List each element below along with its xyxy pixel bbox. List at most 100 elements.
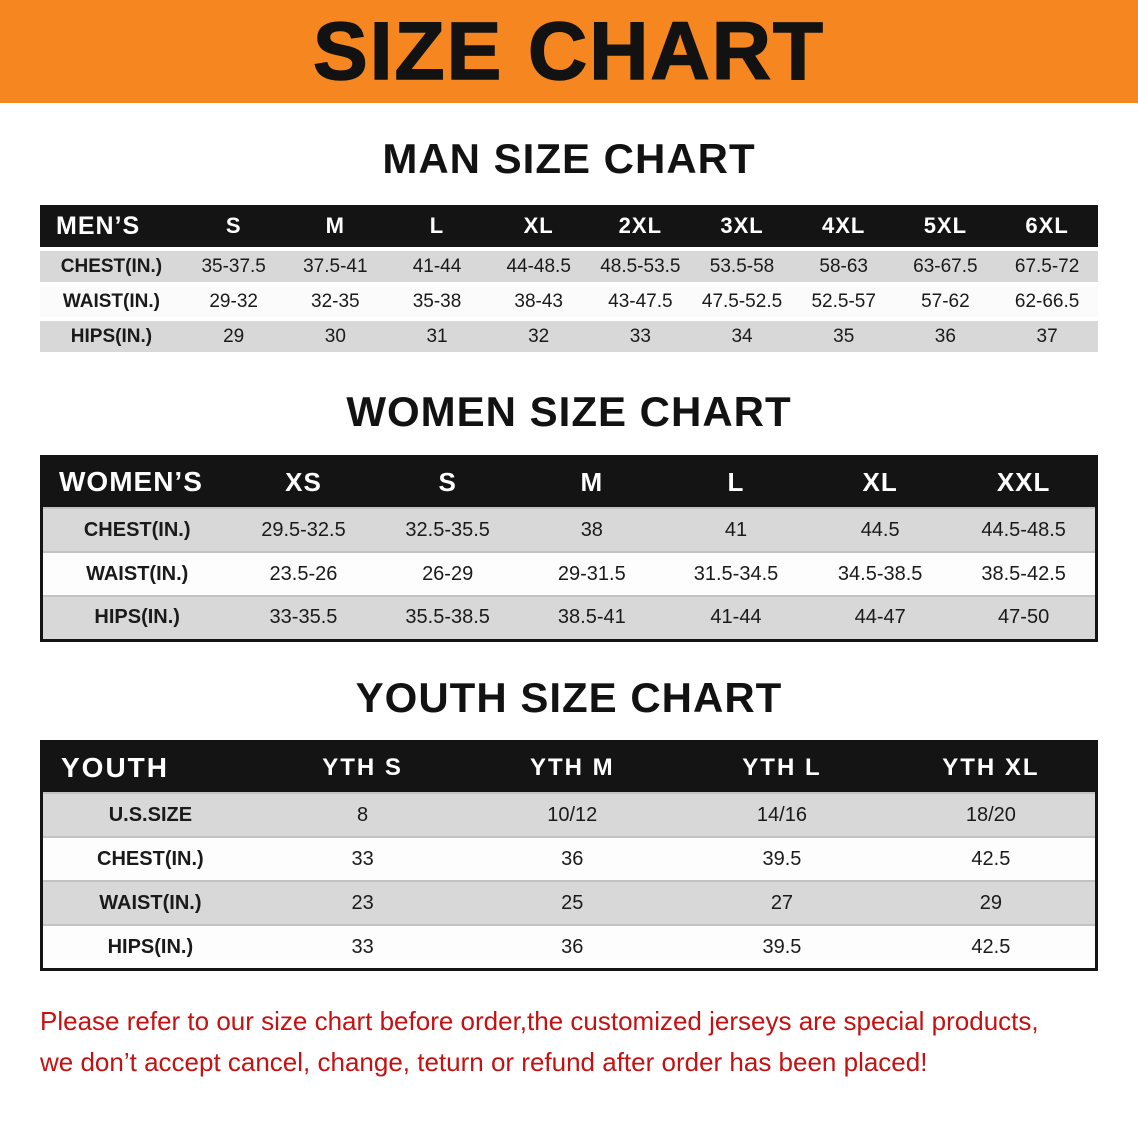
size-column-header: YTH M (467, 741, 678, 794)
size-value: 38.5-42.5 (981, 562, 1066, 585)
youth-size-table: YOUTH YTH S YTH M YTH L YTH XL U.S.SIZE 8 10/12… (40, 739, 1098, 971)
youth-section-heading: YOUTH SIZE CHART (355, 673, 783, 721)
women-size-table: WOMEN’S XS S M L XL XXL CHEST(IN.) 29.5-32.5 32.5… (40, 454, 1098, 642)
size-value: 44.5-48.5 (981, 518, 1066, 541)
size-column-header: 5XL (894, 205, 997, 248)
size-value: 33-35.5 (269, 606, 338, 629)
measurement-row: HIPS(IN.) 33 36 39.5 42.5 (41, 925, 1097, 970)
youth-size-section: YOUTH SIZE CHART YOUTH YTH S YTH M YTH L YTH… (0, 674, 1138, 971)
size-value: 39.5 (762, 935, 802, 958)
size-value: 36 (561, 847, 584, 870)
men-section-heading: MAN SIZE CHART (382, 135, 756, 182)
size-value: 25 (561, 891, 584, 914)
size-value: 29 (223, 325, 245, 347)
size-column-header: XL (808, 456, 953, 509)
size-column-header: 6XL (996, 205, 1098, 248)
size-value: 67.5-72 (1014, 255, 1080, 277)
size-column-header: S (375, 456, 520, 509)
size-value: 35.5-38.5 (405, 606, 490, 629)
size-value: 44-48.5 (506, 255, 571, 277)
table-title-cell: YOUTH (41, 741, 258, 794)
size-column-header: S (182, 205, 285, 248)
row-label: WAIST(IN.) (62, 290, 160, 312)
size-value: 37.5-41 (303, 255, 368, 277)
table-title-cell: WOMEN’S (41, 456, 232, 509)
size-value: 32 (528, 325, 550, 347)
size-value: 26-29 (422, 562, 474, 585)
row-label: HIPS(IN.) (70, 325, 153, 347)
size-column-header: L (386, 205, 488, 248)
size-value: 48.5-53.5 (600, 255, 681, 277)
size-column-header: XS (231, 456, 376, 509)
size-value: 29 (979, 891, 1003, 914)
measurement-row: CHEST(IN.) 35-37.5 37.5-41 41-44 44-48.5 48.5… (40, 251, 1098, 283)
size-value: 14/16 (756, 803, 807, 826)
row-label: U.S.SIZE (108, 803, 193, 826)
measurement-row: WAIST(IN.) 23.5-26 26-29 29-31.5 31.5-34.5 34… (41, 552, 1097, 597)
size-value: 43-47.5 (608, 290, 673, 312)
size-value: 42.5 (971, 935, 1011, 958)
row-label: HIPS(IN.) (107, 935, 194, 958)
size-value: 39.5 (762, 847, 802, 870)
size-value: 41 (724, 518, 748, 541)
size-column-header: 4XL (792, 205, 895, 248)
size-value: 44-47 (854, 606, 906, 629)
size-value: 32-35 (311, 290, 360, 312)
size-column-header: 2XL (589, 205, 692, 248)
size-value: 53.5-58 (709, 255, 775, 277)
size-value: 42.5 (971, 847, 1011, 870)
size-column-header: XXL (952, 456, 1097, 509)
banner: SIZE CHART (0, 0, 1138, 103)
men-size-table: MEN’S S M L XL 2XL 3XL 4XL 5XL 6XL CHEST(IN.) 35-37… (40, 201, 1098, 356)
size-value: 57-62 (921, 290, 970, 312)
header-row: YOUTH YTH S YTH M YTH L YTH XL (41, 741, 1097, 794)
size-value: 35-38 (412, 290, 462, 312)
size-column-header: YTH XL (886, 741, 1097, 794)
row-label: CHEST(IN.) (60, 255, 163, 277)
size-column-header: L (663, 456, 809, 509)
size-column-header: M (519, 456, 664, 509)
row-label: WAIST(IN.) (99, 891, 202, 914)
size-value: 62-66.5 (1014, 290, 1080, 312)
header-row: WOMEN’S XS S M L XL XXL (41, 456, 1097, 509)
measurement-row: HIPS(IN.) 33-35.5 35.5-38.5 38.5-41 41-44 44-… (41, 596, 1097, 641)
size-value: 31 (426, 325, 448, 347)
size-value: 63-67.5 (913, 255, 978, 277)
measurement-row: WAIST(IN.) 29-32 32-35 35-38 38-43 43-47.5 47.… (40, 286, 1098, 318)
size-value: 34 (731, 325, 753, 347)
size-value: 37 (1036, 325, 1058, 347)
row-label: WAIST(IN.) (86, 562, 189, 585)
size-value: 31.5-34.5 (693, 562, 779, 585)
measurement-row: CHEST(IN.) 29.5-32.5 32.5-35.5 38 41 44.5 44.5… (41, 508, 1097, 553)
size-value: 18/20 (965, 803, 1016, 826)
size-value: 34.5-38.5 (837, 562, 923, 585)
size-value: 35-37.5 (201, 255, 266, 277)
disclaimer-line-2: we don’t accept cancel, change, teturn o… (40, 1047, 928, 1078)
size-column-header: YTH L (677, 741, 887, 794)
size-column-header: XL (487, 205, 590, 248)
measurement-row: CHEST(IN.) 33 36 39.5 42.5 (41, 837, 1097, 882)
size-value: 47-50 (998, 606, 1050, 629)
size-value: 38-43 (514, 290, 563, 312)
men-size-section: MAN SIZE CHART MEN’S S M L XL 2XL 3XL 4XL 5XL 6XL… (0, 135, 1138, 356)
size-value: 41-44 (412, 255, 462, 277)
row-label: CHEST(IN.) (83, 518, 191, 541)
size-value: 8 (357, 803, 369, 826)
disclaimer-note: Please refer to our size chart before or… (40, 1001, 1098, 1084)
page-title: SIZE CHART (312, 5, 825, 97)
size-value: 32.5-35.5 (405, 518, 490, 541)
size-value: 33 (629, 325, 651, 347)
size-value: 33 (351, 935, 374, 958)
size-value: 58-63 (819, 255, 868, 277)
size-value: 44.5 (860, 518, 900, 541)
size-value: 10/12 (547, 803, 598, 826)
women-size-section: WOMEN SIZE CHART WOMEN’S XS S M L XL XXL CHEST(… (0, 388, 1138, 642)
size-value: 36 (934, 325, 956, 347)
size-value: 52.5-57 (811, 290, 876, 312)
size-value: 29-32 (209, 290, 258, 312)
measurement-row: U.S.SIZE 8 10/12 14/16 18/20 (41, 793, 1097, 838)
women-section-heading: WOMEN SIZE CHART (346, 388, 792, 436)
size-column-header: YTH S (257, 741, 468, 794)
disclaimer-line-1: Please refer to our size chart before or… (40, 1005, 1039, 1036)
size-value: 38 (580, 518, 603, 541)
